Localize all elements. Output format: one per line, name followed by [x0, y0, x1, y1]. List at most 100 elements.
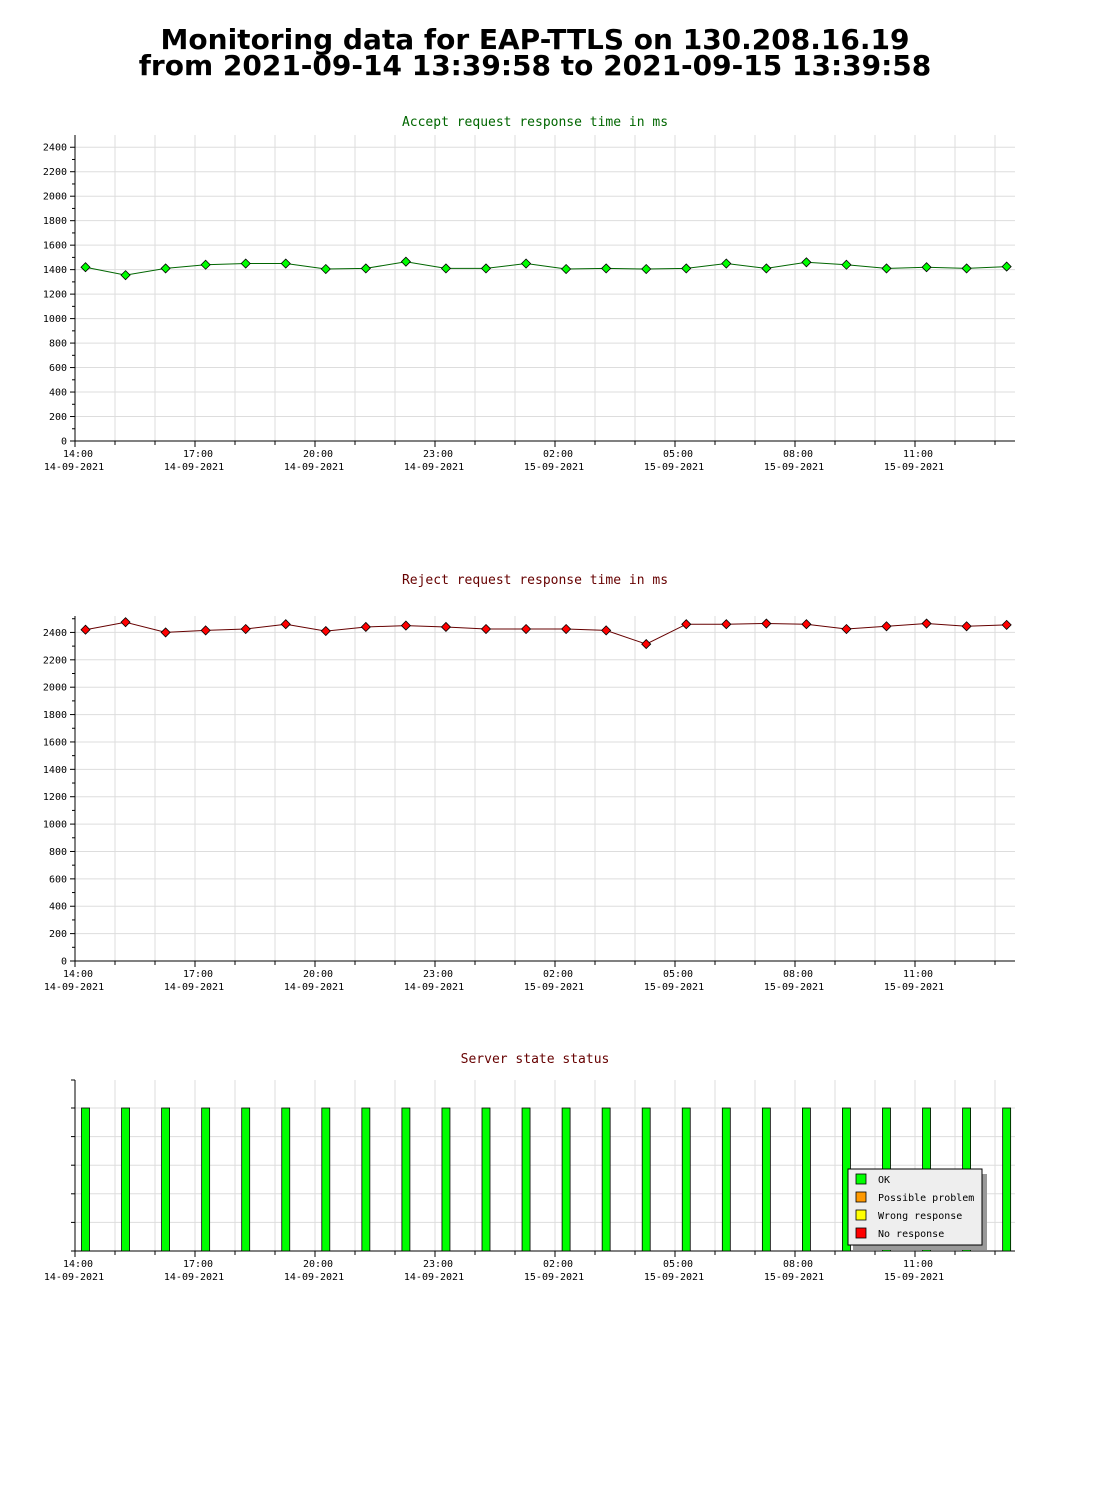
x-tick-label-time: 17:00	[183, 449, 213, 460]
data-point	[801, 257, 812, 268]
data-point	[240, 258, 251, 269]
x-tick-label-date: 14-09-2021	[404, 1272, 464, 1283]
data-point	[520, 623, 532, 635]
y-tick-label: 1800	[43, 710, 67, 721]
x-tick-label-date: 15-09-2021	[764, 1272, 824, 1283]
x-tick-label-date: 14-09-2021	[284, 982, 344, 993]
page-title-line1: Monitoring data for EAP-TTLS on 130.208.…	[160, 23, 910, 56]
x-tick-label-date: 15-09-2021	[524, 982, 584, 993]
x-tick-label-date: 14-09-2021	[404, 462, 464, 473]
x-tick-label-time: 05:00	[663, 969, 693, 980]
data-point	[480, 263, 492, 274]
data-point	[160, 263, 171, 274]
status-bar	[641, 1107, 651, 1252]
y-tick-label: 1400	[43, 765, 67, 776]
legend-swatch	[855, 1191, 867, 1203]
data-point	[360, 621, 371, 633]
status-bar	[681, 1107, 691, 1252]
x-tick-label-time: 05:00	[663, 1259, 693, 1270]
y-tick-label: 2000	[43, 683, 67, 694]
data-point	[440, 621, 452, 633]
y-tick-label: 400	[49, 902, 67, 913]
x-tick-label-time: 02:00	[543, 449, 573, 460]
data-point	[841, 623, 852, 635]
y-tick-label: 800	[49, 847, 67, 858]
y-tick-label: 2200	[43, 655, 67, 666]
y-tick-label: 1600	[43, 241, 67, 252]
status-bar	[121, 1107, 130, 1252]
data-point	[240, 623, 251, 635]
x-tick-label-time: 20:00	[303, 969, 333, 980]
legend-label: OK	[878, 1175, 890, 1186]
x-tick-label-time: 05:00	[663, 449, 693, 460]
x-tick-label-time: 23:00	[423, 1259, 453, 1270]
data-point	[320, 263, 331, 275]
y-tick-label: 800	[49, 339, 67, 350]
data-point	[160, 627, 171, 638]
data-point	[961, 263, 972, 274]
data-point	[721, 258, 732, 269]
status-bar	[521, 1107, 531, 1252]
status-bar	[802, 1107, 811, 1252]
x-tick-label-time: 11:00	[903, 449, 933, 460]
y-tick-label: 2200	[43, 167, 67, 178]
status-bar	[321, 1107, 331, 1252]
x-tick-label-date: 14-09-2021	[164, 1272, 224, 1283]
x-tick-label-time: 02:00	[543, 969, 573, 980]
data-point	[1001, 261, 1012, 272]
x-tick-label-date: 15-09-2021	[764, 462, 824, 473]
y-tick-label: 1400	[43, 265, 67, 276]
x-tick-label-time: 08:00	[783, 449, 813, 460]
x-tick-label-date: 15-09-2021	[764, 982, 824, 993]
x-tick-label-time: 17:00	[183, 1259, 213, 1270]
x-tick-label-time: 11:00	[903, 1259, 933, 1270]
y-tick-label: 1200	[43, 290, 67, 301]
page-title-line2: from 2021-09-14 13:39:58 to 2021-09-15 1…	[138, 49, 932, 82]
y-tick-label: 200	[49, 929, 67, 940]
status-bar	[561, 1107, 571, 1252]
y-tick-label: 1800	[43, 216, 67, 227]
status-bar	[401, 1107, 411, 1252]
status-bar	[361, 1107, 371, 1252]
x-tick-label-date: 14-09-2021	[284, 462, 344, 473]
data-point	[761, 263, 772, 274]
data-point	[280, 619, 291, 630]
x-tick-label-date: 15-09-2021	[884, 462, 944, 473]
data-point	[761, 618, 772, 629]
data-point	[280, 258, 291, 269]
status-bar	[601, 1107, 611, 1252]
x-tick-label-time: 14:00	[63, 1259, 93, 1270]
data-point	[921, 262, 932, 273]
x-tick-label-date: 14-09-2021	[404, 982, 464, 993]
data-point	[1001, 619, 1012, 630]
data-point	[681, 619, 692, 630]
x-tick-label-date: 14-09-2021	[44, 1272, 104, 1283]
chart-title: Accept request response time in ms	[402, 115, 668, 130]
x-tick-label-date: 15-09-2021	[644, 982, 704, 993]
data-point	[480, 623, 492, 635]
data-point	[601, 625, 612, 636]
legend-label: Wrong response	[878, 1211, 962, 1222]
data-point	[881, 621, 892, 632]
data-point	[360, 263, 371, 274]
x-tick-label-time: 20:00	[303, 449, 333, 460]
data-point	[80, 262, 91, 273]
data-point	[841, 259, 852, 270]
status-bar	[441, 1107, 451, 1252]
data-point	[721, 619, 732, 630]
data-point	[801, 619, 812, 630]
y-tick-label: 2400	[43, 143, 67, 154]
y-tick-label: 400	[49, 388, 67, 399]
data-point	[561, 623, 572, 635]
series-line	[85, 621, 1007, 645]
status-bar	[721, 1107, 731, 1252]
data-point	[921, 618, 932, 629]
x-tick-label-date: 14-09-2021	[164, 982, 224, 993]
x-tick-label-date: 14-09-2021	[44, 462, 104, 473]
x-tick-label-time: 14:00	[63, 449, 93, 460]
legend-box	[847, 1168, 983, 1246]
y-tick-label: 600	[49, 363, 67, 374]
y-tick-label: 1000	[43, 820, 67, 831]
y-tick-label: 200	[49, 412, 67, 423]
